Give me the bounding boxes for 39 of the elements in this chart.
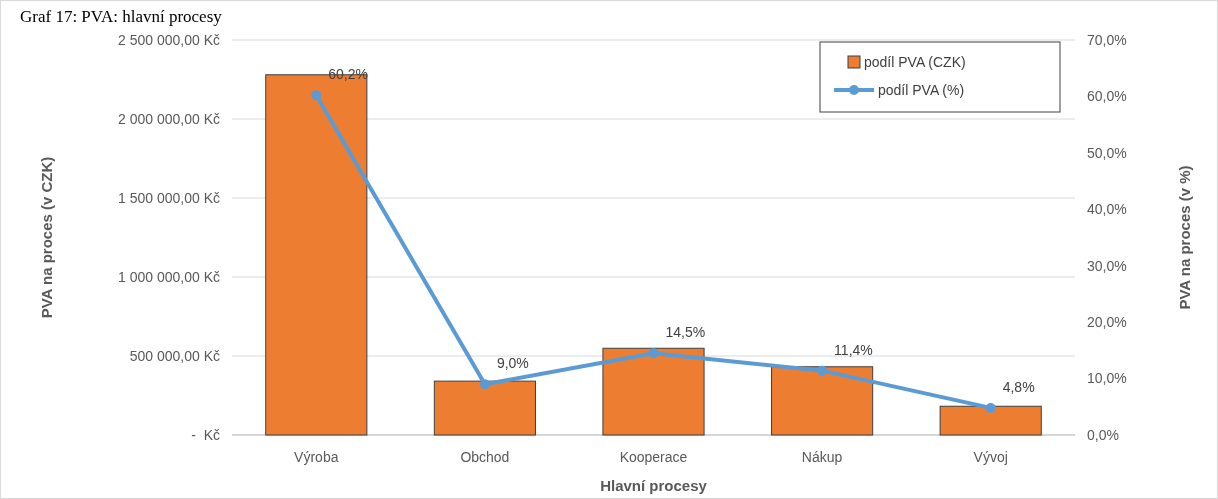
point <box>311 90 322 101</box>
legend-label: podíl PVA (%) <box>878 81 965 98</box>
x-tick-label: Kooperace <box>619 449 688 465</box>
x-axis-title: Hlavní procesy <box>600 477 708 494</box>
point <box>985 402 996 413</box>
bar <box>771 366 874 436</box>
y-tick-label: 1 500 000,00 Kč <box>118 189 220 206</box>
x-tick-label: Obchod <box>460 449 510 465</box>
data-label: 60,2% <box>328 66 368 83</box>
x-tick-label: Vývoj <box>973 449 1008 465</box>
y2-tick-label: 10,0% <box>1087 370 1127 387</box>
data-label: 14,5% <box>665 324 706 341</box>
y-tick-label: 2 000 000,00 Kč <box>118 110 220 127</box>
bar <box>433 380 536 436</box>
bar <box>939 405 1042 436</box>
y-tick-label: 2 500 000,00 Kč <box>118 31 220 48</box>
y2-axis-title: PVA na proces (v %) <box>1176 165 1193 310</box>
y-tick-label: 500 000,00 Kč <box>129 347 220 364</box>
legend-label: podíl PVA (CZK) <box>864 53 966 70</box>
point <box>479 379 490 390</box>
y2-tick-label: 0,0% <box>1087 426 1119 443</box>
y2-tick-label: 20,0% <box>1087 314 1127 331</box>
x-tick-label: Nákup <box>801 449 843 465</box>
y2-tick-label: 30,0% <box>1087 257 1127 274</box>
data-label: 9,0% <box>496 355 529 372</box>
point <box>817 365 828 376</box>
chart-title: Graf 17: PVA: hlavní procesy <box>20 7 223 26</box>
y-tick-label: 1 000 000,00 Kč <box>118 268 220 285</box>
data-label: 4,8% <box>1002 378 1035 395</box>
y2-tick-label: 40,0% <box>1087 201 1127 218</box>
y-tick-label: - Kč <box>191 426 220 443</box>
data-label: 11,4% <box>834 341 873 358</box>
point <box>648 348 659 359</box>
bar <box>602 347 705 436</box>
y2-tick-label: 60,0% <box>1087 88 1127 105</box>
x-tick-label: Výroba <box>294 449 339 465</box>
y2-tick-label: 70,0% <box>1087 31 1127 48</box>
y2-tick-label: 50,0% <box>1087 144 1127 161</box>
y-axis-title: PVA na proces (v CZK) <box>38 156 55 319</box>
